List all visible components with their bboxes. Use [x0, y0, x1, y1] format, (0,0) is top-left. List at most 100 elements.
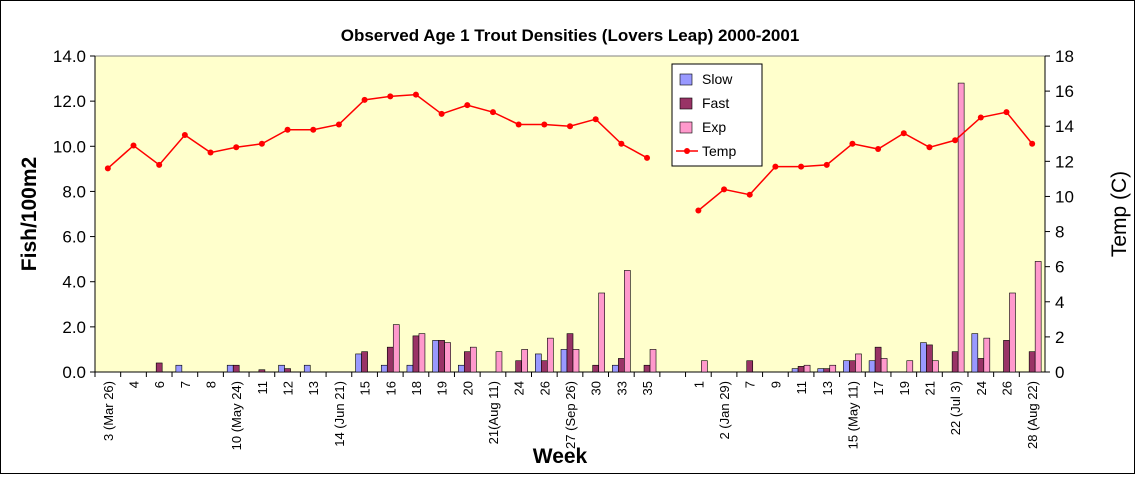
x-tick-label: 24 — [974, 381, 989, 395]
temp-marker — [849, 140, 856, 147]
bar — [803, 364, 811, 373]
temp-marker — [104, 165, 111, 172]
legend-label: Exp — [702, 119, 726, 135]
temp-marker — [618, 140, 625, 147]
temp-marker — [335, 121, 342, 128]
y-tick-label: 12.0 — [53, 92, 86, 111]
temp-marker — [541, 121, 548, 128]
y-tick-label: 10.0 — [53, 137, 86, 156]
bar — [495, 351, 503, 373]
bar — [547, 337, 554, 373]
temp-marker — [926, 144, 933, 151]
x-tick-label: 19 — [897, 381, 912, 395]
temp-marker — [1003, 109, 1010, 116]
bar — [418, 333, 426, 373]
bar — [1009, 292, 1016, 373]
y2-tick-label: 8 — [1055, 223, 1064, 242]
bar — [855, 353, 862, 373]
x-tick-label: 16 — [383, 381, 398, 395]
bar — [843, 360, 850, 373]
x-tick-label: 3 (Mar 26) — [101, 381, 116, 441]
temp-marker — [284, 126, 291, 133]
x-axis-title: Week — [533, 445, 588, 468]
temp-marker — [592, 116, 599, 123]
x-tick-label: 11 — [255, 381, 270, 395]
bar — [1003, 340, 1010, 373]
bar — [469, 346, 477, 373]
x-tick-label: 10 (May 24) — [229, 381, 244, 450]
x-tick-label: 8 — [204, 381, 219, 388]
bar — [535, 353, 542, 373]
y2-tick-label: 6 — [1055, 258, 1064, 277]
y2-tick-label: 18 — [1055, 47, 1074, 66]
bar — [155, 362, 163, 373]
bar — [392, 324, 400, 373]
bar — [823, 368, 831, 373]
bar — [951, 351, 959, 373]
temp-marker — [130, 142, 137, 149]
bar — [566, 333, 574, 373]
x-tick-label: 13 — [820, 381, 835, 395]
temp-marker — [746, 191, 753, 198]
x-tick-label: 30 — [589, 381, 604, 395]
x-tick-label: 22 (Jul 3) — [948, 381, 963, 435]
x-tick-label: 6 — [152, 381, 167, 388]
y2-tick-label: 14 — [1055, 117, 1074, 136]
bar — [977, 358, 985, 373]
bar — [791, 368, 799, 373]
bar — [380, 364, 388, 373]
chart-title: Observed Age 1 Trout Densities (Lovers L… — [341, 26, 800, 45]
bar — [932, 360, 939, 373]
legend-swatch — [679, 73, 693, 86]
x-tick-label: 13 — [306, 381, 321, 395]
bar — [849, 360, 856, 373]
bar — [817, 368, 825, 373]
x-tick-label: 20 — [460, 381, 475, 395]
x-tick-label: 12 — [281, 381, 296, 395]
x-tick-label: 33 — [614, 381, 629, 395]
x-tick-label: 18 — [409, 381, 424, 395]
temp-marker — [1029, 140, 1036, 147]
y-tick-label: 4.0 — [62, 273, 86, 292]
bar — [412, 335, 420, 373]
y2-tick-label: 12 — [1055, 152, 1074, 171]
temp-marker — [721, 186, 728, 193]
bar — [592, 364, 599, 373]
legend-swatch — [679, 97, 693, 110]
temp-marker — [361, 96, 368, 103]
x-tick-label: 26 — [999, 381, 1014, 395]
x-tick-label: 14 (Jun 21) — [332, 381, 347, 447]
bar — [175, 364, 183, 373]
bar — [284, 368, 291, 373]
x-tick-label: 35 — [640, 381, 655, 395]
plot-area — [94, 55, 1046, 373]
temp-marker — [258, 140, 265, 147]
bar — [649, 349, 657, 373]
legend-swatch — [679, 121, 693, 134]
x-tick-label: 27 (Sep 26) — [563, 381, 578, 449]
y2-tick-label: 2 — [1055, 328, 1064, 347]
bar — [226, 364, 234, 373]
x-tick-label: 2 (Jan 29) — [717, 381, 732, 440]
legend-label: Slow — [702, 71, 733, 87]
temp-marker — [772, 163, 779, 170]
bar — [926, 344, 933, 373]
bar — [624, 270, 631, 373]
y-tick-label: 2.0 — [62, 318, 86, 337]
bar — [618, 358, 625, 373]
x-tick-label: 1 — [691, 381, 706, 388]
y-tick-label: 0.0 — [62, 363, 86, 382]
temp-marker — [567, 123, 573, 130]
temp-marker — [156, 161, 163, 168]
bar — [1034, 261, 1042, 373]
y2-tick-label: 0 — [1055, 363, 1064, 382]
y-axis-title: Fish/100m2 — [18, 157, 41, 271]
bar — [983, 337, 991, 373]
bar — [463, 351, 471, 373]
x-tick-label: 7 — [743, 381, 758, 388]
bar — [971, 333, 979, 373]
x-tick-label: 9 — [768, 381, 783, 388]
bar — [278, 364, 285, 373]
x-tick-label: 4 — [127, 381, 142, 388]
